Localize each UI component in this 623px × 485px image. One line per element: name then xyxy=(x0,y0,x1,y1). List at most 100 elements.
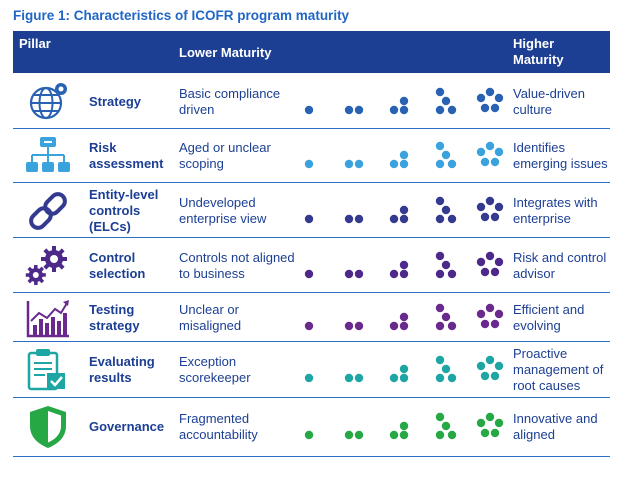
maturity-dot xyxy=(490,371,500,381)
maturity-level-4 xyxy=(435,303,457,331)
maturity-dot xyxy=(399,312,409,322)
pillar-name: Entity-level controls (ELCs) xyxy=(89,186,159,234)
clipboard-check-icon xyxy=(25,347,71,393)
maturity-dot xyxy=(480,319,490,329)
maturity-dot xyxy=(399,373,409,383)
maturity-dot xyxy=(389,214,399,224)
maturity-level-2 xyxy=(344,269,364,279)
maturity-dot xyxy=(490,428,500,438)
table-row: Risk assessment Aged or unclear scoping Id… xyxy=(13,129,610,183)
maturity-dot xyxy=(441,421,451,431)
maturity-dot xyxy=(494,418,504,428)
maturity-level-1 xyxy=(304,430,314,440)
maturity-level-2 xyxy=(344,373,364,383)
table-row: Entity-level controls (ELCs) Undeveloped … xyxy=(13,183,610,238)
maturity-dot xyxy=(304,321,314,331)
maturity-dot xyxy=(441,150,451,160)
maturity-level-5 xyxy=(476,412,504,438)
pillar-name: Risk assessment xyxy=(89,140,164,171)
maturity-dot xyxy=(441,312,451,322)
higher-maturity-text: Risk and control advisor xyxy=(513,249,607,281)
maturity-dot xyxy=(485,251,495,261)
maturity-dot xyxy=(485,412,495,422)
table-row: Testing strategy Unclear or misaligned Eff… xyxy=(13,293,610,342)
maturity-dot xyxy=(354,373,364,383)
maturity-dot xyxy=(399,214,409,224)
pillar-name: Testing strategy xyxy=(89,301,140,333)
maturity-dot xyxy=(389,430,399,440)
maturity-level-2 xyxy=(344,430,364,440)
maturity-level-4 xyxy=(435,87,457,115)
bar-chart-icon xyxy=(25,295,71,341)
maturity-dots xyxy=(293,191,508,231)
maturity-dot xyxy=(485,355,495,365)
maturity-dot xyxy=(494,361,504,371)
header-pillar: Pillar xyxy=(19,36,51,51)
maturity-dot xyxy=(304,269,314,279)
lower-maturity-text: Exception scorekeeper xyxy=(179,354,251,385)
maturity-level-3 xyxy=(389,150,409,169)
maturity-dot xyxy=(476,93,486,103)
maturity-dot xyxy=(447,430,457,440)
maturity-dot xyxy=(304,159,314,169)
maturity-dot xyxy=(441,364,451,374)
gears-icon xyxy=(25,243,71,289)
maturity-dot xyxy=(399,269,409,279)
lower-maturity-text: Aged or unclear scoping xyxy=(179,140,271,171)
maturity-dot xyxy=(354,269,364,279)
maturity-level-3 xyxy=(389,96,409,115)
maturity-level-5 xyxy=(476,303,504,329)
maturity-level-1 xyxy=(304,321,314,331)
maturity-dot xyxy=(494,257,504,267)
maturity-level-2 xyxy=(344,321,364,331)
maturity-dot xyxy=(389,269,399,279)
figure-title: Figure 1: Characteristics of ICOFR progr… xyxy=(13,8,350,23)
maturity-dots xyxy=(293,350,508,390)
maturity-dots xyxy=(293,407,508,447)
maturity-dot xyxy=(399,421,409,431)
maturity-dot xyxy=(480,267,490,277)
maturity-dot xyxy=(435,214,445,224)
row-divider xyxy=(13,341,610,342)
maturity-dots xyxy=(293,136,508,176)
maturity-dot xyxy=(344,321,354,331)
org-chart-icon xyxy=(25,133,71,179)
maturity-dot xyxy=(490,319,500,329)
maturity-dots xyxy=(293,82,508,122)
maturity-dot xyxy=(441,205,451,215)
maturity-dot xyxy=(435,303,445,313)
maturity-dot xyxy=(344,269,354,279)
maturity-dot xyxy=(354,321,364,331)
maturity-dot xyxy=(354,159,364,169)
maturity-level-4 xyxy=(435,141,457,169)
maturity-dot xyxy=(494,93,504,103)
maturity-dot xyxy=(344,373,354,383)
maturity-dot xyxy=(447,373,457,383)
table-row: Strategy Basic compliance driven Value-dri… xyxy=(13,75,610,129)
maturity-dot xyxy=(435,251,445,261)
table-row: Control selection Controls not aligned to… xyxy=(13,238,610,293)
maturity-dot xyxy=(435,105,445,115)
maturity-dot xyxy=(389,373,399,383)
row-divider xyxy=(13,292,610,293)
row-divider xyxy=(13,456,610,457)
higher-maturity-text: Value-driven culture xyxy=(513,86,586,117)
maturity-dot xyxy=(490,103,500,113)
maturity-level-5 xyxy=(476,141,504,167)
maturity-level-4 xyxy=(435,412,457,440)
maturity-dot xyxy=(344,105,354,115)
maturity-level-5 xyxy=(476,87,504,113)
lower-maturity-text: Fragmented accountability xyxy=(179,411,258,442)
maturity-dot xyxy=(399,321,409,331)
maturity-level-2 xyxy=(344,105,364,115)
maturity-level-1 xyxy=(304,105,314,115)
maturity-dot xyxy=(435,269,445,279)
maturity-dot xyxy=(476,361,486,371)
maturity-dot xyxy=(490,212,500,222)
maturity-dot xyxy=(480,371,490,381)
maturity-dot xyxy=(435,159,445,169)
header-lower-maturity: Lower Maturity xyxy=(179,45,272,60)
pillar-name: Strategy xyxy=(89,94,142,109)
maturity-dot xyxy=(354,430,364,440)
pillar-name: Evaluating results xyxy=(89,354,155,385)
